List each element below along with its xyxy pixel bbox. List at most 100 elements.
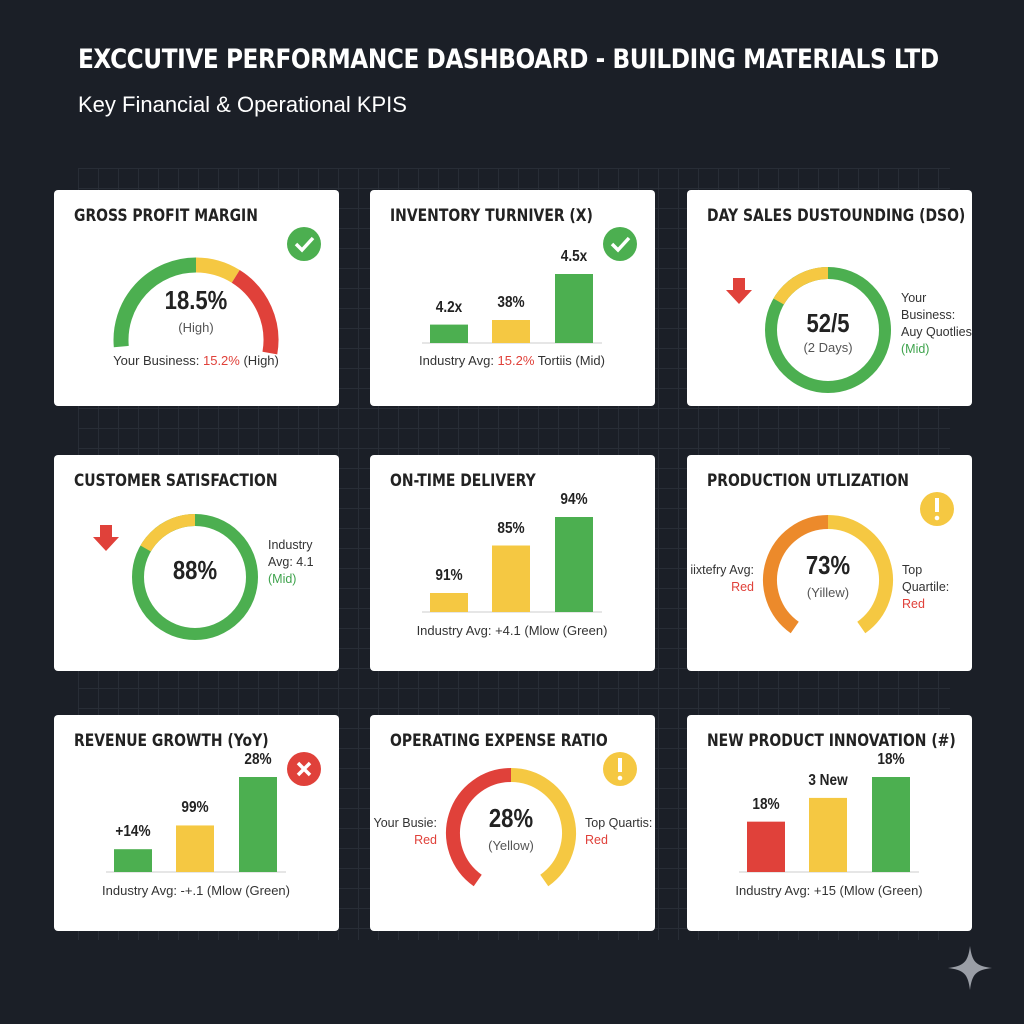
side-line: Industry bbox=[268, 538, 313, 552]
bar-2 bbox=[555, 274, 593, 343]
bar-label: 18% bbox=[752, 795, 780, 813]
warning-icon bbox=[920, 492, 954, 526]
right-status: Red bbox=[902, 597, 925, 611]
bar-label: 91% bbox=[435, 567, 463, 584]
bar-2 bbox=[239, 777, 277, 872]
card-visual bbox=[726, 267, 891, 393]
kpi-left-note: iixtefry Avg: Red bbox=[690, 562, 754, 596]
kpi-sub: (Yellow) bbox=[488, 838, 534, 853]
kpi-card-production-utilization[interactable]: PRODUCTION UTLIZATION 73% (Yillew) iixte… bbox=[687, 455, 972, 671]
gauge-segment-green bbox=[113, 257, 197, 348]
bar-label: 99% bbox=[181, 799, 209, 817]
kpi-card-revenue-growth[interactable]: REVENUE GROWTH (YoY) +14% 99% 28% Industry … bbox=[54, 715, 339, 931]
sparkle-icon bbox=[948, 946, 992, 990]
kpi-card-new-product-innovation[interactable]: NEW PRODUCT INNOVATION (#) 18% 3 New 18% In… bbox=[687, 715, 972, 931]
card-title: PRODUCTION UTLIZATION bbox=[707, 471, 909, 491]
left-status: Red bbox=[731, 580, 754, 594]
bar-2 bbox=[872, 777, 910, 872]
bar-label: 18% bbox=[877, 751, 905, 768]
right-label: Top Quartis: bbox=[585, 816, 653, 830]
card-title: REVENUE GROWTH (YoY) bbox=[74, 731, 269, 751]
card-visual bbox=[106, 752, 321, 873]
check-icon bbox=[603, 227, 637, 261]
kpi-right-note: Top Quartile: Red bbox=[902, 562, 972, 613]
kpi-card-gross-profit-margin[interactable]: GROSS PROFIT MARGIN 18.5% (High) Your Bus… bbox=[54, 190, 339, 406]
warning-icon bbox=[603, 752, 637, 786]
x-icon bbox=[287, 752, 321, 786]
card-visual bbox=[422, 227, 637, 344]
bar-label: 85% bbox=[497, 519, 525, 537]
side-line: Auy Quotlies bbox=[901, 325, 972, 339]
card-title: INVENTORY TURNIVER (X) bbox=[390, 206, 593, 226]
gauge-segment-red bbox=[231, 270, 279, 355]
side-status: (Mid) bbox=[901, 342, 930, 356]
kpi-value: 28% bbox=[488, 803, 534, 833]
donut-segment-yellow bbox=[773, 267, 829, 305]
bar-0 bbox=[747, 821, 785, 872]
card-title: GROSS PROFIT MARGIN bbox=[74, 206, 258, 226]
bar-1 bbox=[176, 825, 214, 872]
kpi-footer: Industry Avg: 15.2% Tortiis (Mid) bbox=[419, 353, 605, 368]
kpi-value: 52/5 bbox=[806, 308, 850, 338]
kpi-side-note: Industry Avg: 4.1 (Mid) bbox=[268, 537, 314, 588]
side-status: (Mid) bbox=[268, 572, 297, 586]
kpi-card-days-sales-outstanding[interactable]: DAY SALES DUSTOUNDING (DSO) 52/5 (2 Days… bbox=[687, 190, 972, 406]
bar-label: 28% bbox=[244, 751, 272, 768]
gauge-segment-left bbox=[446, 768, 512, 887]
donut-segment-yellow bbox=[140, 514, 196, 552]
kpi-footer: Industry Avg: +15 (Mlow (Green) bbox=[735, 883, 923, 898]
card-visual bbox=[422, 517, 602, 613]
card-visual bbox=[93, 514, 258, 640]
bar-1 bbox=[492, 545, 530, 612]
bar-1 bbox=[492, 320, 530, 343]
kpi-footer: Industry Avg: +4.1 (Mlow (Green) bbox=[416, 623, 608, 638]
gauge-segment-yellow bbox=[195, 257, 240, 283]
check-icon bbox=[287, 227, 321, 261]
kpi-side-note: Your Business: Auy Quotlies (Mid) bbox=[901, 290, 972, 358]
card-title: NEW PRODUCT INNOVATION (#) bbox=[707, 731, 956, 751]
kpi-card-on-time-delivery[interactable]: ON-TIME DELIVERY 91% 85% 94% Industry Avg: … bbox=[370, 455, 655, 671]
bar-0 bbox=[430, 324, 468, 343]
page-subtitle: Key Financial & Operational KPIS bbox=[78, 92, 407, 117]
bar-0 bbox=[430, 593, 468, 612]
bar-label: 94% bbox=[560, 491, 588, 508]
kpi-card-customer-satisfaction[interactable]: CUSTOMER SATISFACTION 88% Industry Avg: 4… bbox=[54, 455, 339, 671]
kpi-card-operating-expense-ratio[interactable]: OPERATING EXPENSE RATIO 28% (Yellow) You… bbox=[370, 715, 655, 931]
card-visual bbox=[739, 777, 919, 873]
right-status: Red bbox=[585, 833, 608, 847]
kpi-sub: (High) bbox=[178, 320, 214, 335]
kpi-left-note: Your Busie: Red bbox=[374, 815, 437, 849]
card-visual bbox=[113, 227, 321, 355]
arrow-down-icon bbox=[726, 278, 752, 304]
bar-label: 4.5x bbox=[560, 248, 588, 265]
side-line: Your Business: bbox=[901, 291, 956, 322]
card-title: DAY SALES DUSTOUNDING (DSO) bbox=[707, 206, 966, 226]
gauge-segment-right bbox=[827, 515, 893, 634]
kpi-card-inventory-turnover[interactable]: INVENTORY TURNIVER (X) 4.2x 38% 4.5x Indust… bbox=[370, 190, 655, 406]
kpi-value: 73% bbox=[805, 550, 851, 580]
left-status: Red bbox=[414, 833, 437, 847]
bar-label: 3 New bbox=[808, 771, 848, 789]
side-line: Avg: 4.1 bbox=[268, 555, 314, 569]
arrow-down-icon bbox=[93, 525, 119, 551]
bar-label: 38% bbox=[497, 294, 525, 311]
kpi-footer: Industry Avg: -+.1 (Mlow (Green) bbox=[102, 883, 290, 898]
kpi-value: 88% bbox=[172, 555, 218, 585]
gauge-segment-right bbox=[510, 768, 576, 887]
kpi-footer: Your Business: 15.2% (High) bbox=[113, 353, 279, 368]
left-label: Your Busie: bbox=[373, 816, 437, 830]
card-title: OPERATING EXPENSE RATIO bbox=[390, 731, 608, 751]
card-title: CUSTOMER SATISFACTION bbox=[74, 471, 278, 491]
bar-0 bbox=[114, 849, 152, 872]
right-label: Top Quartile: bbox=[902, 563, 950, 594]
left-label: iixtefry Avg: bbox=[690, 563, 754, 577]
gauge-segment-left bbox=[763, 515, 829, 634]
kpi-value: 18.5% bbox=[164, 285, 228, 315]
card-title: ON-TIME DELIVERY bbox=[390, 471, 536, 491]
bar-label: 4.2x bbox=[435, 298, 463, 316]
card-visual bbox=[446, 752, 637, 887]
kpi-sub: (2 Days) bbox=[803, 340, 853, 355]
kpi-right-note: Top Quartis: Red bbox=[585, 815, 652, 849]
card-visual bbox=[763, 492, 954, 634]
bar-2 bbox=[555, 517, 593, 612]
